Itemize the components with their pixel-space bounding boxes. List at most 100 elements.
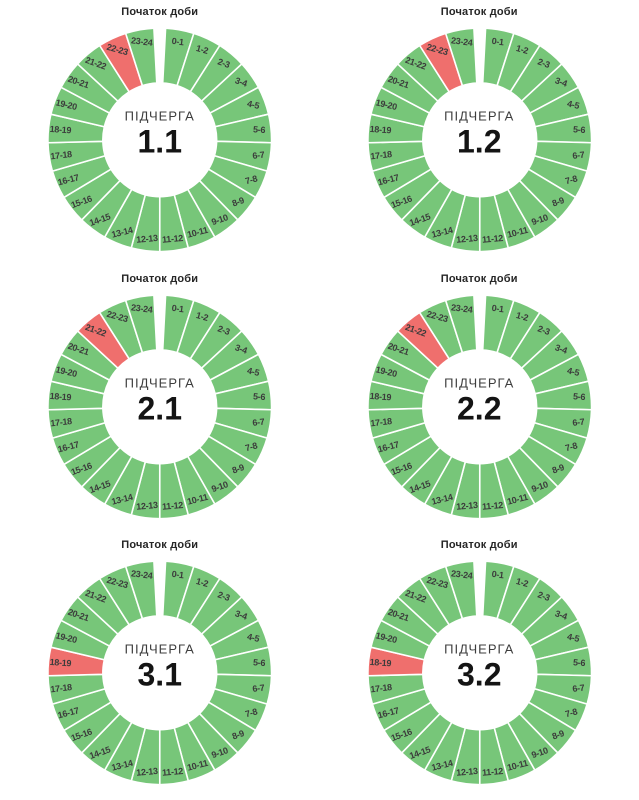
hour-label-19-20: 19-20 <box>374 631 397 646</box>
hour-label-4-5: 4-5 <box>566 365 580 378</box>
hour-segment-23-24 <box>124 27 158 87</box>
hour-segment-23-24 <box>124 294 158 354</box>
hour-label-0-1: 0-1 <box>171 303 185 314</box>
hour-label-0-1: 0-1 <box>171 36 185 47</box>
donut-chart-3-1: 0-11-22-33-44-55-66-77-88-99-1010-1111-1… <box>47 560 273 786</box>
hour-label-2-3: 2-3 <box>536 590 551 604</box>
hour-label-18-19: 18-19 <box>49 124 71 136</box>
hour-label-19-20: 19-20 <box>55 631 78 646</box>
hour-label-19-20: 19-20 <box>55 364 78 379</box>
hour-label-23-24: 23-24 <box>131 302 154 315</box>
hour-label-10-11: 10-11 <box>186 491 209 506</box>
hour-label-10-11: 10-11 <box>506 491 529 506</box>
hour-label-12-13: 12-13 <box>136 233 159 245</box>
hour-label-7-8: 7-8 <box>244 440 259 453</box>
day-start-label: Початок доби <box>440 6 518 18</box>
hour-label-8-9: 8-9 <box>550 728 565 742</box>
hour-label-7-8: 7-8 <box>244 173 259 186</box>
hour-label-1-2: 1-2 <box>515 576 530 589</box>
hour-label-4-5: 4-5 <box>566 632 580 645</box>
hour-label-5-6: 5-6 <box>253 658 266 669</box>
hour-label-8-9: 8-9 <box>231 728 246 742</box>
hour-label-1-2: 1-2 <box>195 576 210 589</box>
hour-label-2-3: 2-3 <box>216 590 231 604</box>
hour-label-4-5: 4-5 <box>566 98 580 111</box>
hour-label-17-18: 17-18 <box>369 149 392 161</box>
hour-label-23-24: 23-24 <box>450 302 473 315</box>
hour-label-3-4: 3-4 <box>553 342 568 355</box>
hour-segment-23-24 <box>444 294 478 354</box>
hour-label-1-2: 1-2 <box>515 43 530 56</box>
hour-label-11-12: 11-12 <box>481 766 503 778</box>
hour-label-10-11: 10-11 <box>506 225 529 240</box>
hour-label-11-12: 11-12 <box>162 766 184 778</box>
hour-label-11-12: 11-12 <box>481 233 503 245</box>
hour-label-7-8: 7-8 <box>564 173 579 186</box>
hour-segment-23-24 <box>444 560 478 620</box>
hour-segment-23-24 <box>124 560 158 620</box>
hour-label-5-6: 5-6 <box>572 658 585 669</box>
day-start-label: Початок доби <box>121 272 199 285</box>
hour-label-8-9: 8-9 <box>231 462 246 476</box>
chart-cell-subqueue-3-1: Початок доби 0-1 1-2 2-3 3-4 4-5 5-6 6-7 7-8 8-9… <box>0 533 320 800</box>
hour-label-23-24: 23-24 <box>450 35 473 48</box>
hour-label-4-5: 4-5 <box>246 632 260 645</box>
hour-label-0-1: 0-1 <box>491 303 505 314</box>
hour-label-5-6: 5-6 <box>572 391 585 402</box>
hour-label-12-13: 12-13 <box>455 766 478 778</box>
donut-chart-1-2: 0-11-22-33-44-55-66-77-88-99-1010-1111-1… <box>366 27 592 253</box>
hour-label-8-9: 8-9 <box>231 195 246 209</box>
day-start-label: Початок доби <box>121 6 199 18</box>
hour-label-2-3: 2-3 <box>536 56 551 70</box>
hour-label-10-11: 10-11 <box>186 225 209 240</box>
day-start-label: Початок доби <box>440 539 518 552</box>
hour-label-12-13: 12-13 <box>136 500 159 512</box>
hour-label-7-8: 7-8 <box>244 707 259 720</box>
hour-label-19-20: 19-20 <box>374 364 397 379</box>
hour-label-0-1: 0-1 <box>171 569 185 580</box>
hour-label-11-12: 11-12 <box>162 500 184 512</box>
chart-cell-subqueue-2-2: Початок доби 0-1 1-2 2-3 3-4 4-5 5-6 6-7 7-8 8-9… <box>320 267 639 534</box>
hour-label-23-24: 23-24 <box>131 35 154 48</box>
hour-label-3-4: 3-4 <box>234 342 249 355</box>
hour-label-18-19: 18-19 <box>369 657 391 669</box>
hour-label-7-8: 7-8 <box>564 440 579 453</box>
hour-label-10-11: 10-11 <box>506 758 529 773</box>
hour-label-0-1: 0-1 <box>491 36 505 47</box>
hour-label-23-24: 23-24 <box>131 569 154 582</box>
hour-label-1-2: 1-2 <box>515 310 530 323</box>
hour-label-3-4: 3-4 <box>234 609 249 622</box>
hour-label-17-18: 17-18 <box>50 416 73 428</box>
hour-label-6-7: 6-7 <box>252 416 265 427</box>
hour-label-5-6: 5-6 <box>253 124 266 135</box>
hour-label-1-2: 1-2 <box>195 310 210 323</box>
chart-cell-subqueue-1-2: Початок доби 0-1 1-2 2-3 3-4 4-5 5-6 6-7 7-8 8-9… <box>320 0 639 267</box>
hour-label-19-20: 19-20 <box>55 97 78 112</box>
hour-label-4-5: 4-5 <box>246 365 260 378</box>
chart-cell-subqueue-2-1: Початок доби 0-1 1-2 2-3 3-4 4-5 5-6 6-7 7-8 8-9… <box>0 267 320 534</box>
donut-chart-3-2: 0-11-22-33-44-55-66-77-88-99-1010-1111-1… <box>366 560 592 786</box>
hour-label-7-8: 7-8 <box>564 707 579 720</box>
hour-label-12-13: 12-13 <box>136 766 159 778</box>
hour-label-17-18: 17-18 <box>50 149 73 161</box>
donut-chart-1-1: 0-11-22-33-44-55-66-77-88-99-1010-1111-1… <box>47 27 273 253</box>
hour-label-2-3: 2-3 <box>536 323 551 337</box>
hour-label-11-12: 11-12 <box>481 500 503 512</box>
hour-label-6-7: 6-7 <box>571 150 584 161</box>
hour-label-1-2: 1-2 <box>195 43 210 56</box>
hour-label-17-18: 17-18 <box>369 416 392 428</box>
hour-segment-23-24 <box>444 27 478 87</box>
hour-label-18-19: 18-19 <box>369 391 391 403</box>
hour-label-6-7: 6-7 <box>571 416 584 427</box>
hour-label-10-11: 10-11 <box>186 758 209 773</box>
hour-label-8-9: 8-9 <box>550 195 565 209</box>
hour-label-3-4: 3-4 <box>553 75 568 88</box>
hour-label-2-3: 2-3 <box>216 56 231 70</box>
hour-label-18-19: 18-19 <box>49 391 71 403</box>
donut-chart-2-1: 0-11-22-33-44-55-66-77-88-99-1010-1111-1… <box>47 294 273 520</box>
hour-label-3-4: 3-4 <box>234 75 249 88</box>
hour-label-12-13: 12-13 <box>455 500 478 512</box>
day-start-label: Початок доби <box>440 272 518 285</box>
hour-label-6-7: 6-7 <box>252 150 265 161</box>
